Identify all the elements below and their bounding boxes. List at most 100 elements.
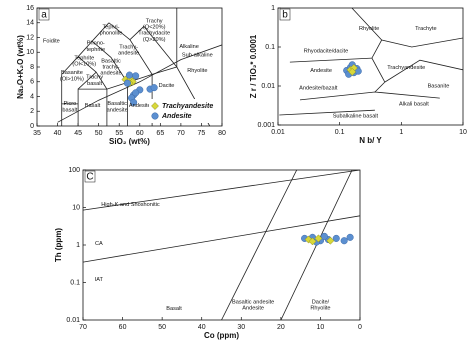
field-label: Dacite/ bbox=[312, 299, 330, 305]
point bbox=[132, 89, 140, 97]
field-label: Rhyodacite/dacite bbox=[304, 48, 348, 54]
x-tick-label: 70 bbox=[79, 324, 87, 331]
x-tick-label: 70 bbox=[177, 130, 185, 137]
point bbox=[130, 98, 138, 106]
field-label: Alkaline bbox=[179, 44, 199, 50]
field-boundary bbox=[83, 170, 360, 211]
y-tick-label: 1 bbox=[76, 242, 80, 249]
x-tick-label: 80 bbox=[218, 130, 226, 137]
x-tick-label: 35 bbox=[33, 130, 41, 137]
x-axis-label: N b/ Y bbox=[359, 136, 382, 145]
x-tick-label: 55 bbox=[115, 130, 123, 137]
field-label: Andesite bbox=[242, 306, 264, 312]
point bbox=[308, 237, 317, 246]
x-tick-label: 0.1 bbox=[335, 129, 345, 136]
plot-area bbox=[279, 8, 463, 116]
y-tick-label: 16 bbox=[26, 5, 34, 12]
y-tick-label: 10 bbox=[72, 204, 80, 211]
field-boundary bbox=[371, 39, 386, 83]
point bbox=[348, 67, 357, 76]
x-tick-label: 0 bbox=[358, 324, 362, 331]
legend-marker bbox=[151, 112, 159, 120]
legend-box bbox=[149, 99, 219, 123]
field-label: Tephri- bbox=[102, 25, 119, 31]
field-label: Trachy- bbox=[119, 44, 138, 50]
field-label: IAT bbox=[95, 277, 104, 283]
x-tick-label: 40 bbox=[198, 324, 206, 331]
point bbox=[346, 233, 354, 241]
y-tick-label: 8 bbox=[30, 64, 34, 71]
y-tick-label: 14 bbox=[26, 20, 34, 27]
x-tick-label: 60 bbox=[119, 324, 127, 331]
field-label: phonolite bbox=[100, 31, 123, 37]
x-tick-label: 40 bbox=[54, 130, 62, 137]
field-label: Basalt bbox=[166, 306, 182, 312]
field-label: Trachy bbox=[86, 75, 103, 81]
x-tick-label: 65 bbox=[156, 130, 164, 137]
field-label: Andesite bbox=[310, 68, 332, 74]
y-tick-label: 4 bbox=[30, 93, 34, 100]
y-tick-label: 6 bbox=[30, 79, 34, 86]
point bbox=[326, 236, 335, 245]
x-tick-label: 1 bbox=[399, 129, 403, 136]
field-label: basalt bbox=[62, 107, 77, 113]
point bbox=[340, 237, 348, 245]
x-tick-label: 10 bbox=[459, 129, 467, 136]
field-label: Trachyandesite bbox=[387, 65, 425, 71]
x-tick-label: 60 bbox=[136, 130, 144, 137]
field-boundary bbox=[129, 8, 178, 69]
field-label: Basalt bbox=[85, 103, 101, 109]
legend-marker bbox=[151, 102, 159, 110]
x-tick-label: 50 bbox=[158, 324, 166, 331]
field-label: andesite bbox=[100, 71, 121, 77]
field-label: High-K and Shoshonitic bbox=[101, 202, 160, 208]
x-tick-label: 20 bbox=[277, 324, 285, 331]
y-axis-label: Z r / TiO₂* 0.0001 bbox=[249, 34, 258, 98]
panel-label: a bbox=[41, 10, 47, 21]
y-tick-label: 0.01 bbox=[66, 317, 80, 324]
plot-frame bbox=[277, 7, 464, 126]
point bbox=[304, 235, 313, 244]
field-boundary bbox=[77, 71, 97, 90]
point bbox=[314, 234, 323, 243]
plot-area bbox=[57, 8, 222, 126]
x-tick-label: 0.01 bbox=[271, 129, 285, 136]
field-label: Tephrite bbox=[74, 55, 94, 61]
point bbox=[320, 232, 328, 240]
field-label: Dacite bbox=[159, 83, 175, 89]
field-label: Alkali basalt bbox=[399, 101, 429, 107]
y-tick-label: 0.01 bbox=[261, 83, 275, 90]
field-label: Picro bbox=[64, 101, 77, 107]
field-label: (Ol>10%) bbox=[60, 76, 84, 82]
field-label: (Q<20%) bbox=[143, 25, 166, 31]
point bbox=[332, 234, 340, 242]
panel-label-box bbox=[279, 8, 291, 21]
y-tick-label: 1 bbox=[271, 5, 275, 12]
field-label: Rhyolite bbox=[359, 26, 379, 32]
field-label: basalt bbox=[87, 81, 102, 87]
field-label: tephrite bbox=[86, 47, 105, 53]
x-tick-label: 75 bbox=[198, 130, 206, 137]
field-label: Rhyolite bbox=[187, 68, 207, 74]
field-boundary bbox=[279, 109, 375, 116]
plot-frame bbox=[82, 169, 361, 321]
x-axis-label: SiO₂ (wt%) bbox=[109, 137, 150, 146]
legend: Trachyandesite Andesite bbox=[149, 99, 219, 123]
field-label: Phono- bbox=[87, 41, 105, 47]
legend-label: Trachyandesite bbox=[162, 103, 213, 110]
y-tick-label: 2 bbox=[30, 108, 34, 115]
x-tick-label: 50 bbox=[95, 130, 103, 137]
y-tick-label: 10 bbox=[26, 49, 34, 56]
y-axis-label: Na₂O+K₂O (wt%) bbox=[16, 35, 25, 99]
field-boundary bbox=[374, 81, 386, 93]
y-tick-label: 0.1 bbox=[70, 279, 80, 286]
field-label: andesite bbox=[107, 107, 128, 113]
y-tick-label: 100 bbox=[68, 167, 80, 174]
field-label: Subalkaline basalt bbox=[333, 113, 379, 119]
field-boundary bbox=[289, 57, 372, 63]
field-label: Foidite bbox=[43, 39, 60, 45]
field-boundary bbox=[57, 44, 222, 123]
field-boundary bbox=[351, 8, 463, 48]
field-label: Trachy bbox=[146, 18, 163, 24]
y-tick-label: 0 bbox=[30, 123, 34, 130]
